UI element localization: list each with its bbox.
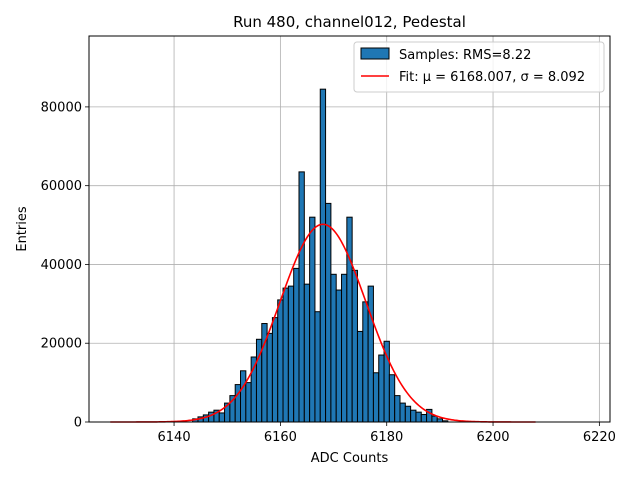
histogram-bar (287, 285, 295, 423)
histogram-bar (372, 372, 380, 423)
histogram-bar (351, 269, 358, 423)
y-tick-label: 20000 (41, 337, 82, 352)
y-tick-label: 80000 (41, 100, 82, 115)
histogram-bar (314, 311, 321, 423)
x-axis-label: ADC Counts (311, 451, 389, 466)
histogram-bar (356, 330, 364, 423)
histogram-bar (367, 285, 374, 423)
histogram-bar (303, 283, 311, 423)
chart-title: Run 480, channel012, Pedestal (233, 13, 466, 31)
legend-fit-label: Fit: μ = 6168.007, σ = 8.092 (399, 70, 585, 85)
histogram-bar (335, 289, 343, 423)
y-tick-label: 60000 (41, 179, 82, 194)
legend-samples-label: Samples: RMS=8.22 (399, 48, 531, 63)
fit-curve (110, 223, 536, 423)
histogram-bar (415, 411, 422, 423)
y-axis-label: Entries (15, 206, 30, 252)
plot-frame (88, 35, 611, 423)
histogram-bar (266, 332, 273, 423)
histogram-bar (404, 405, 412, 423)
histogram-bar (399, 402, 406, 423)
histogram-bar (298, 171, 305, 423)
histogram-bar (282, 287, 289, 423)
x-tick-label: 6220 (583, 430, 616, 445)
x-tick-label: 6140 (158, 430, 191, 445)
histogram-bar (319, 88, 327, 423)
legend: Samples: RMS=8.22 Fit: μ = 6168.007, σ =… (353, 41, 605, 93)
histogram-bar (218, 412, 226, 423)
legend-box (353, 41, 605, 93)
y-tick-label: 40000 (41, 258, 82, 273)
y-tick-label: 0 (74, 416, 82, 431)
histogram-bar (330, 273, 337, 423)
histogram-bar (325, 202, 332, 423)
x-tick-label: 6200 (476, 430, 509, 445)
histogram-bar (234, 384, 242, 423)
x-tick-label: 6160 (264, 430, 297, 445)
histogram-bar (431, 415, 438, 423)
histogram-bar (245, 382, 252, 423)
x-axis-ticks: 6140 6160 6180 6200 6220 (158, 422, 616, 445)
histogram-bar (410, 409, 417, 423)
histogram-bar (346, 216, 353, 423)
histogram-bar (341, 273, 348, 423)
legend-bar-swatch (360, 47, 390, 60)
histogram-bar (420, 414, 428, 423)
histogram-bar (271, 317, 279, 423)
histogram-bar (293, 267, 300, 423)
histogram-bar (388, 374, 396, 423)
x-tick-label: 6180 (370, 430, 403, 445)
histogram-bar (277, 299, 284, 423)
histogram-bar (362, 301, 369, 423)
y-axis-ticks: 0 20000 40000 60000 80000 (41, 100, 89, 431)
histogram-bar (309, 216, 316, 423)
histogram-bar (240, 370, 247, 423)
histogram-bar (378, 354, 385, 423)
histogram-bar (394, 395, 401, 423)
